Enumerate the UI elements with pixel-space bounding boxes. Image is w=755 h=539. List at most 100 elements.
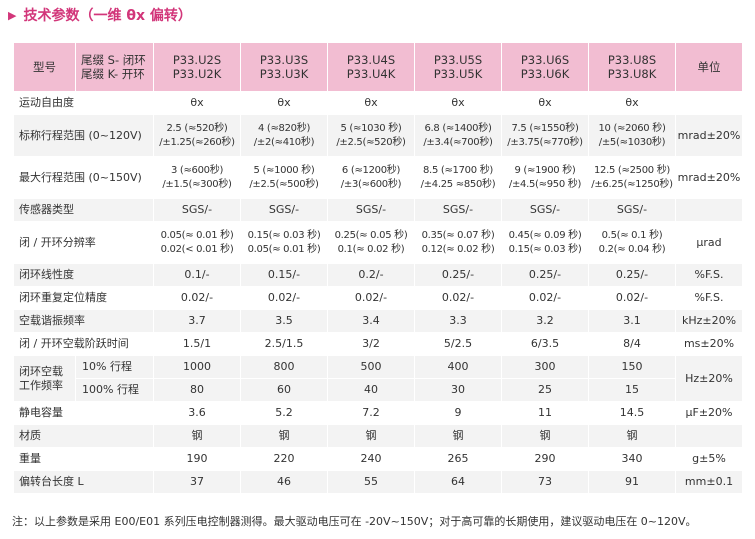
value-cell: SGS/-	[327, 198, 415, 222]
value-cell: 1.5/1	[153, 332, 241, 356]
spec-row: 最大行程范围 (0~150V) 3 (≈600秒) /±1.5(≈300秒) 5 (≈…	[13, 156, 743, 199]
value-cell: 91	[588, 470, 676, 494]
unit-cell: μF±20%	[675, 401, 743, 425]
row-label: 传感器类型	[13, 198, 154, 222]
unit-cell: μrad	[675, 221, 743, 264]
value-cell: 0.02/-	[240, 286, 328, 310]
model-s: P33.U5S	[433, 53, 483, 67]
value-line: 0.02(< 0.01 秒)	[160, 243, 234, 255]
unit-cell: %F.S.	[675, 263, 743, 287]
value-cell: 3.6	[153, 401, 241, 425]
group-label-line: 工作频率	[19, 378, 63, 392]
unit-cell	[675, 424, 743, 448]
value-cell: 3 (≈600秒) /±1.5(≈300秒)	[153, 156, 241, 199]
value-line: 0.45(≈ 0.09 秒)	[508, 229, 582, 241]
value-cell: 钢	[327, 424, 415, 448]
sub-row-label: 10% 行程	[75, 355, 154, 379]
spec-row: 运动自由度 θx θx θx θx θx θx	[13, 91, 743, 115]
spec-row: 静电容量 3.6 5.2 7.2 9 11 14.5 μF±20%	[13, 401, 743, 425]
value-line: 0.25(≈ 0.05 秒)	[334, 229, 408, 241]
value-cell: 80	[153, 378, 241, 402]
value-cell: 0.2/-	[327, 263, 415, 287]
row-label: 闭 / 开环分辨率	[13, 221, 154, 264]
value-line: 6 (≈1200秒)	[341, 164, 401, 176]
value-line: 12.5 (≈2500 秒)	[593, 164, 671, 176]
spec-row: 偏转台长度 L 37 46 55 64 73 91 mm±0.1	[13, 470, 743, 494]
model-cell: P33.U5S P33.U5K	[414, 42, 502, 92]
unit-cell: ms±20%	[675, 332, 743, 356]
value-line: /±3(≈600秒)	[340, 178, 402, 190]
value-cell: 钢	[153, 424, 241, 448]
model-k: P33.U2K	[172, 67, 222, 81]
value-cell: 46	[240, 470, 328, 494]
value-line: 0.15(≈ 0.03 秒)	[247, 229, 321, 241]
unit-header: 单位	[675, 42, 743, 92]
value-cell: 2.5 (≈520秒) /±1.25(≈260秒)	[153, 114, 241, 157]
value-cell: 0.02/-	[414, 286, 502, 310]
value-cell: 8/4	[588, 332, 676, 356]
row-label: 运动自由度	[13, 91, 154, 115]
value-cell: 3.4	[327, 309, 415, 333]
model-k: P33.U6K	[520, 67, 570, 81]
spec-row: 闭 / 开环空载阶跃时间 1.5/1 2.5/1.5 3/2 5/2.5 6/3.5 8/4…	[13, 332, 743, 356]
model-cell: P33.U8S P33.U8K	[588, 42, 676, 92]
value-cell: 150	[588, 355, 676, 379]
value-cell: 7.2	[327, 401, 415, 425]
value-cell: θx	[588, 91, 676, 115]
section-title-text: 技术参数（一维 θx 偏转）	[23, 8, 192, 24]
value-line: 6.8 (≈1400秒)	[424, 122, 492, 134]
value-line: /±2.5(≈500秒)	[249, 178, 319, 190]
value-cell: 0.25(≈ 0.05 秒) 0.1(≈ 0.02 秒)	[327, 221, 415, 264]
model-s: P33.U3S	[259, 53, 309, 67]
value-cell: 10 (≈2060 秒) /±5(≈1030秒)	[588, 114, 676, 157]
spec-row: 材质钢钢钢钢钢钢	[13, 424, 743, 448]
value-cell: 5/2.5	[414, 332, 502, 356]
value-cell: 2.5/1.5	[240, 332, 328, 356]
model-s: P33.U2S	[172, 53, 222, 67]
value-cell: 8.5 (≈1700 秒) /±4.25 ≈850秒)	[414, 156, 502, 199]
value-line: 5 (≈1030 秒)	[340, 122, 402, 134]
model-k: P33.U8K	[607, 67, 657, 81]
value-cell: 340	[588, 447, 676, 471]
value-line: /±4.25 ≈850秒)	[420, 178, 496, 190]
value-cell: 64	[414, 470, 502, 494]
value-cell: 0.35(≈ 0.07 秒) 0.12(≈ 0.02 秒)	[414, 221, 502, 264]
triangle-icon: ▶	[8, 8, 17, 22]
unit-cell: g±5%	[675, 447, 743, 471]
row-label: 静电容量	[13, 401, 154, 425]
value-cell: SGS/-	[240, 198, 328, 222]
model-s: P33.U4S	[346, 53, 396, 67]
value-line: 0.15(≈ 0.03 秒)	[508, 243, 582, 255]
value-cell: 0.02/-	[327, 286, 415, 310]
header-row: 型号 尾缀 S- 闭环 尾缀 K- 开环 P33.U2S P33.U2K P33.…	[13, 42, 743, 92]
value-cell: 6.8 (≈1400秒) /±3.4(≈700秒)	[414, 114, 502, 157]
group-label-line: 闭环空载	[19, 364, 63, 378]
unit-cell: %F.S.	[675, 286, 743, 310]
value-cell: 15	[588, 378, 676, 402]
spec-row: 传感器类型 SGS/- SGS/- SGS/- SGS/- SGS/- SGS/-	[13, 198, 743, 222]
value-line: /±3.75(≈770秒)	[507, 136, 583, 148]
value-line: 7.5 (≈1550秒)	[511, 122, 579, 134]
value-line: /±1.5(≈300秒)	[162, 178, 232, 190]
row-label: 重量	[13, 447, 154, 471]
row-label: 空载谐振频率	[13, 309, 154, 333]
value-cell: 300	[501, 355, 589, 379]
spec-row: 空载谐振频率 3.7 3.5 3.4 3.3 3.2 3.1 kHz±20%	[13, 309, 743, 333]
section-title: ▶ 技术参数（一维 θx 偏转）	[8, 4, 192, 26]
value-cell: 5 (≈1030 秒) /±2.5(≈520秒)	[327, 114, 415, 157]
value-cell: 1000	[153, 355, 241, 379]
value-cell: 0.25/-	[501, 263, 589, 287]
model-k: P33.U4K	[346, 67, 396, 81]
suffix-header: 尾缀 S- 闭环 尾缀 K- 开环	[75, 42, 154, 92]
value-cell: 5.2	[240, 401, 328, 425]
model-header: 型号	[13, 42, 76, 92]
value-line: 8.5 (≈1700 秒)	[423, 164, 493, 176]
model-cell: P33.U2S P33.U2K	[153, 42, 241, 92]
value-line: 0.2(≈ 0.04 秒)	[598, 243, 666, 255]
value-cell: 0.15(≈ 0.03 秒) 0.05(≈ 0.01 秒)	[240, 221, 328, 264]
model-cell: P33.U6S P33.U6K	[501, 42, 589, 92]
value-line: /±3.4(≈700秒)	[423, 136, 493, 148]
value-line: /±2(≈410秒)	[253, 136, 315, 148]
value-cell: 500	[327, 355, 415, 379]
value-cell: 400	[414, 355, 502, 379]
